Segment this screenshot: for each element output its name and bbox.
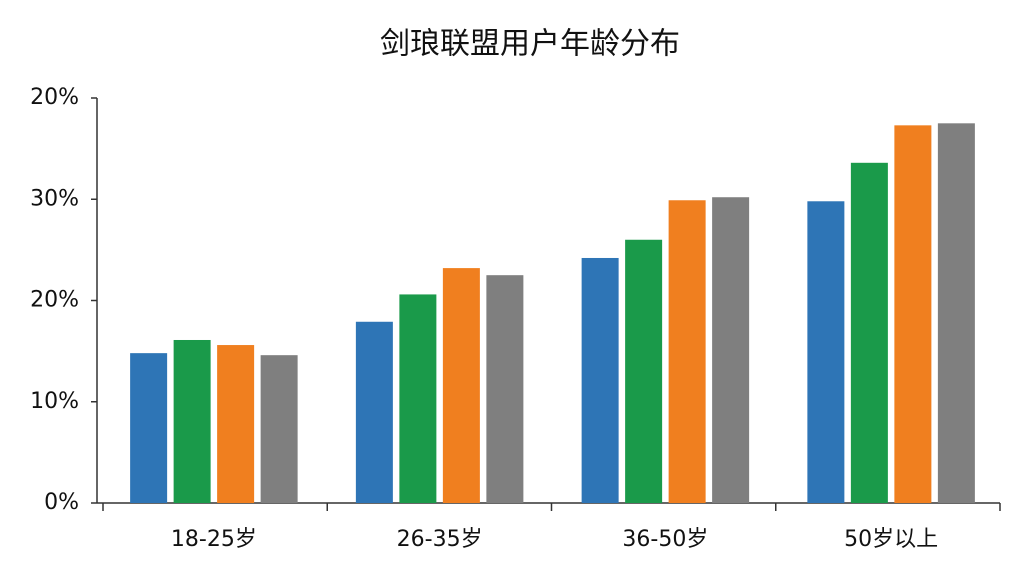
chart-title: 剑琅联盟用户年龄分布: [380, 27, 680, 62]
bar: [937, 123, 975, 503]
bar: [625, 239, 663, 503]
bar: [130, 353, 168, 503]
y-tick-label: 0%: [44, 490, 79, 515]
bar: [399, 294, 437, 503]
x-tick-label: 36-50岁: [622, 527, 708, 552]
bar: [442, 268, 480, 503]
bar: [668, 200, 706, 503]
bar: [486, 275, 524, 503]
y-tick-label: 20%: [30, 85, 79, 110]
y-tick-label: 20%: [30, 288, 79, 313]
bar: [217, 345, 255, 503]
x-tick-label: 18-25岁: [171, 527, 257, 552]
bar: [581, 257, 619, 503]
x-tick-label: 26-35岁: [397, 527, 483, 552]
bar: [355, 321, 393, 503]
y-tick-label: 30%: [30, 186, 79, 211]
bar: [850, 162, 888, 504]
x-tick-label: 50岁以上: [844, 527, 938, 552]
bar: [173, 339, 211, 503]
bar: [260, 355, 298, 503]
y-tick-label: 10%: [30, 389, 79, 414]
bar: [807, 201, 845, 503]
bar: [894, 125, 932, 504]
bar: [712, 197, 750, 503]
